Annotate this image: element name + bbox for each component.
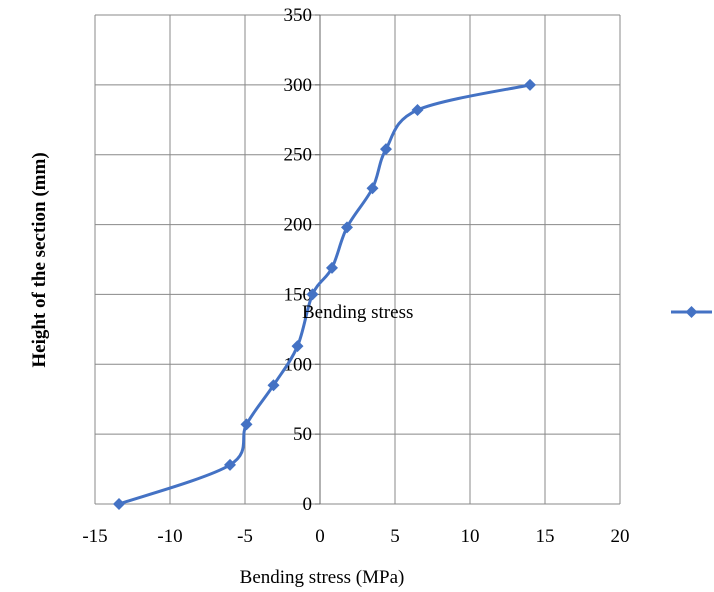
data-point-marker: [366, 182, 379, 195]
plot-annotation: Bending stress: [302, 302, 413, 323]
data-point-marker: [306, 288, 319, 301]
x-tick-label: -10: [157, 526, 182, 547]
data-point-marker: [341, 221, 353, 234]
data-point-marker: [224, 458, 236, 471]
x-tick-label: 15: [536, 526, 555, 547]
y-tick-label: 250: [284, 145, 313, 166]
data-point-marker: [411, 104, 424, 117]
y-tick-label: 300: [284, 75, 313, 96]
x-axis-title: Bending stress (MPa): [240, 567, 405, 588]
x-tick-label: -5: [237, 526, 253, 547]
y-tick-label: 0: [303, 494, 313, 515]
data-point-marker: [113, 498, 125, 510]
series-line: [118, 83, 531, 506]
y-axis-title: Height of the section (mm): [29, 152, 50, 367]
x-tick-label: 0: [315, 526, 325, 547]
x-tick-label: -15: [82, 526, 107, 547]
grid-lines: [94, 14, 621, 505]
x-tick-labels: -15 -10 -5 0 5 10 15 20: [82, 526, 629, 547]
x-tick-label: 5: [390, 526, 400, 547]
data-point-marker: [326, 261, 338, 274]
x-tick-label: 20: [611, 526, 630, 547]
data-point-marker: [291, 340, 304, 353]
data-point-marker: [267, 379, 280, 392]
y-tick-label: 350: [284, 5, 313, 26]
y-tick-label: 200: [284, 215, 313, 236]
data-point-marker: [524, 78, 536, 91]
data-point-marker: [380, 143, 392, 156]
series-group: [113, 78, 536, 510]
y-tick-label: 150: [284, 284, 313, 305]
y-tick-label: 50: [293, 424, 312, 445]
legend-marker: [685, 306, 698, 318]
data-point-marker: [240, 418, 253, 431]
x-tick-label: 10: [461, 526, 480, 547]
legend: [671, 306, 712, 318]
